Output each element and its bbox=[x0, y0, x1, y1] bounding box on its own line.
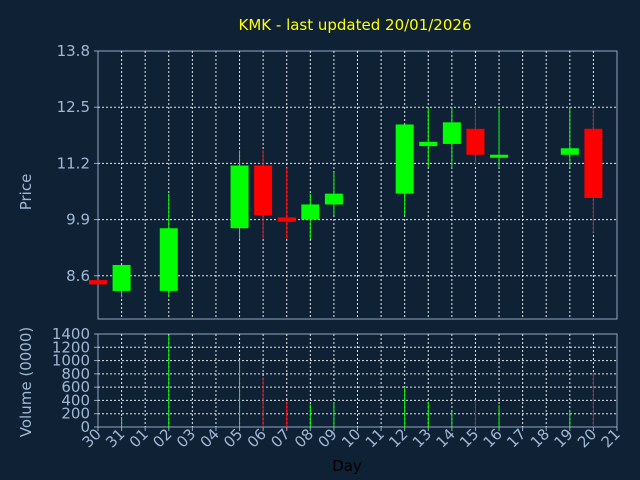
candle-body bbox=[584, 128, 603, 198]
volume-tick-label: 0 bbox=[80, 418, 90, 436]
candle-body bbox=[466, 128, 485, 155]
chart-title: KMK - last updated 20/01/2026 bbox=[239, 16, 472, 34]
volume-tick-label: 1000 bbox=[52, 352, 90, 370]
candle-body bbox=[112, 264, 131, 291]
candle-body bbox=[230, 165, 249, 229]
candle-body bbox=[324, 193, 343, 205]
candle-body bbox=[419, 141, 438, 147]
candle-body bbox=[254, 165, 273, 216]
candle-body bbox=[89, 280, 107, 285]
volume-tick-label: 600 bbox=[61, 378, 90, 396]
price-tick-label: 13.8 bbox=[57, 42, 90, 60]
volume-tick-label: 400 bbox=[61, 391, 90, 409]
price-tick-label: 12.5 bbox=[57, 98, 90, 116]
price-axis-label: Price bbox=[17, 174, 35, 211]
price-tick-label: 11.2 bbox=[57, 154, 90, 172]
volume-tick-label: 1400 bbox=[52, 325, 90, 343]
candle-body bbox=[395, 124, 414, 194]
price-tick-label: 9.9 bbox=[66, 211, 90, 229]
price-panel: 13.8 12.5 11.2 9.9 8.6 bbox=[57, 42, 618, 320]
volume-tick-label: 200 bbox=[61, 405, 90, 423]
candle-body bbox=[490, 154, 509, 158]
candle-body bbox=[442, 122, 461, 144]
price-tick-label: 8.6 bbox=[66, 267, 90, 285]
volume-tick-label: 1200 bbox=[52, 338, 90, 356]
candle-body bbox=[277, 217, 296, 222]
candle-body bbox=[560, 148, 579, 155]
volume-tick-label: 800 bbox=[61, 365, 90, 383]
x-axis-label: Day bbox=[332, 457, 362, 475]
candle-body bbox=[159, 228, 178, 291]
candle-body bbox=[301, 204, 320, 220]
x-axis-tick-labels: 3031010203040506070809101112131415161718… bbox=[79, 425, 624, 451]
volume-axis-label: Volume (0000) bbox=[17, 327, 35, 437]
